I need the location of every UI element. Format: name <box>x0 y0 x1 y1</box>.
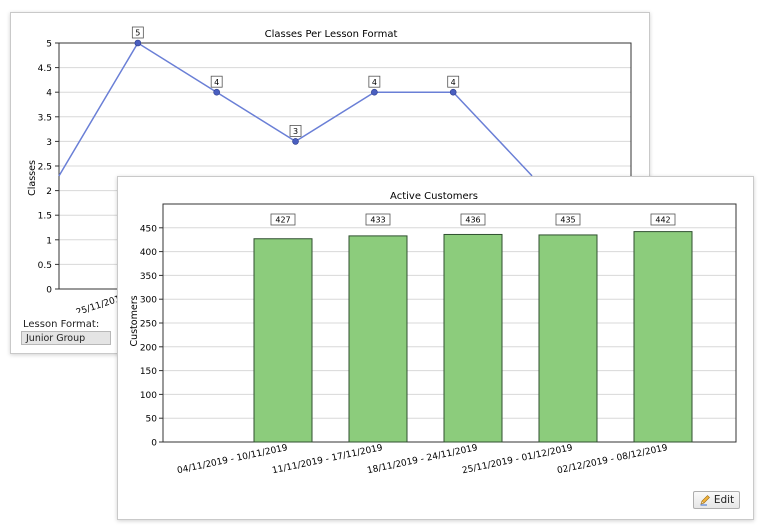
bar-chart-y-tick-label: 50 <box>146 415 158 425</box>
line-chart-x-ticks: 25/11/201 <box>75 294 122 313</box>
bar-chart-data-label-box <box>555 213 581 226</box>
line-chart-point <box>292 138 299 145</box>
bar-chart-y-tick-label: 0 <box>151 439 157 449</box>
line-chart-data-label-box <box>368 75 381 88</box>
line-chart-data-label-box <box>447 75 460 88</box>
line-chart-data-label-box <box>289 125 302 137</box>
line-chart-data-label: 4 <box>372 78 377 87</box>
line-chart-y-tick-label: 3 <box>46 138 52 148</box>
bar-chart-y-tick-label: 200 <box>140 343 157 353</box>
line-chart-y-tick-label: 0 <box>46 286 52 296</box>
line-chart-y-axis-label: Classes <box>27 160 38 196</box>
bar-chart-panel: Active Customers Customers 0 50 100 150 200 2… <box>117 176 754 520</box>
line-chart-point <box>371 88 378 96</box>
line-chart-y-ticks: 0 0.5 1 1.5 2 2.5 3 3.5 4 4.5 5 <box>38 40 59 296</box>
bar-chart-y-tick-label: 150 <box>140 367 157 377</box>
bar-chart-x-tick-label: 02/12/2019 - 08/12/2019 <box>556 443 669 476</box>
bar-chart-data-label-box <box>270 213 296 226</box>
edit-button[interactable]: Edit <box>693 491 740 509</box>
bar-chart-data-label: 433 <box>370 216 385 225</box>
bar-chart-y-tick-label: 350 <box>140 272 157 282</box>
bar-chart-y-tick-label: 300 <box>140 296 157 306</box>
line-chart-data-label: 3 <box>293 127 298 136</box>
line-chart-y-tick-label: 3.5 <box>38 113 52 123</box>
line-chart-point <box>213 88 220 96</box>
bar-chart-y-tick-label: 450 <box>140 224 157 234</box>
bar-chart-bar <box>253 238 313 443</box>
bar-chart-data-label: 442 <box>655 216 670 225</box>
line-chart-data-label: 4 <box>214 78 219 87</box>
bar-chart-y-tick-label: 250 <box>140 320 157 330</box>
line-chart-y-tick-label: 4 <box>46 89 52 99</box>
bar-chart-data-label-box <box>460 213 486 226</box>
bar-chart-bar <box>633 231 693 443</box>
pencil-icon <box>700 495 710 506</box>
line-chart-x-tick-label: 25/11/201 <box>75 294 122 313</box>
bar-chart-y-axis-label: Customers <box>129 295 140 346</box>
line-chart-y-tick-label: 1.5 <box>38 212 52 222</box>
line-chart-data-label: 5 <box>135 29 140 38</box>
bar-chart-y-tick-label: 100 <box>140 391 157 401</box>
line-chart-data-label-box <box>210 75 223 88</box>
line-chart-title: Classes Per Lesson Format <box>265 29 398 40</box>
bar-chart-bar <box>443 233 503 443</box>
bar-chart-data-label: 435 <box>560 216 575 225</box>
bar-chart-data-label-box <box>650 213 676 226</box>
lesson-format-label: Lesson Format: <box>23 319 100 330</box>
line-chart-series-line <box>58 41 533 177</box>
bar-chart-y-tick-label: 400 <box>140 248 157 258</box>
bar-chart-data-label-box <box>365 213 391 226</box>
line-chart-y-tick-label: 2.5 <box>38 163 52 173</box>
bar-chart-bars: 427 433 436 435 442 <box>253 213 693 443</box>
line-chart-point <box>134 39 142 47</box>
line-chart-data-label: 4 <box>451 78 456 87</box>
line-chart-y-tick-label: 4.5 <box>38 64 52 74</box>
line-chart-data-label-box <box>131 26 144 39</box>
edit-button-label: Edit <box>713 494 735 506</box>
bar-chart: Active Customers Customers 0 50 100 150 200 2… <box>129 191 737 476</box>
line-chart-y-tick-label: 1 <box>46 236 52 246</box>
bar-chart-bar <box>348 235 408 443</box>
line-chart-y-tick-label: 5 <box>46 40 52 50</box>
line-chart-point <box>449 88 457 96</box>
bar-chart-y-ticks: 0 50 100 150 200 250 300 350 400 450 <box>140 224 163 449</box>
bar-chart-data-label: 436 <box>465 216 480 225</box>
line-chart-y-tick-label: 0.5 <box>38 261 52 271</box>
lesson-format-select[interactable]: Junior Group <box>21 331 111 345</box>
line-chart-y-tick-label: 2 <box>46 187 52 197</box>
bar-chart-title: Active Customers <box>390 191 478 202</box>
bar-chart-bar <box>538 234 598 443</box>
line-chart-series: 5 4 3 4 4 <box>58 26 533 177</box>
bar-chart-data-label: 427 <box>275 216 290 225</box>
